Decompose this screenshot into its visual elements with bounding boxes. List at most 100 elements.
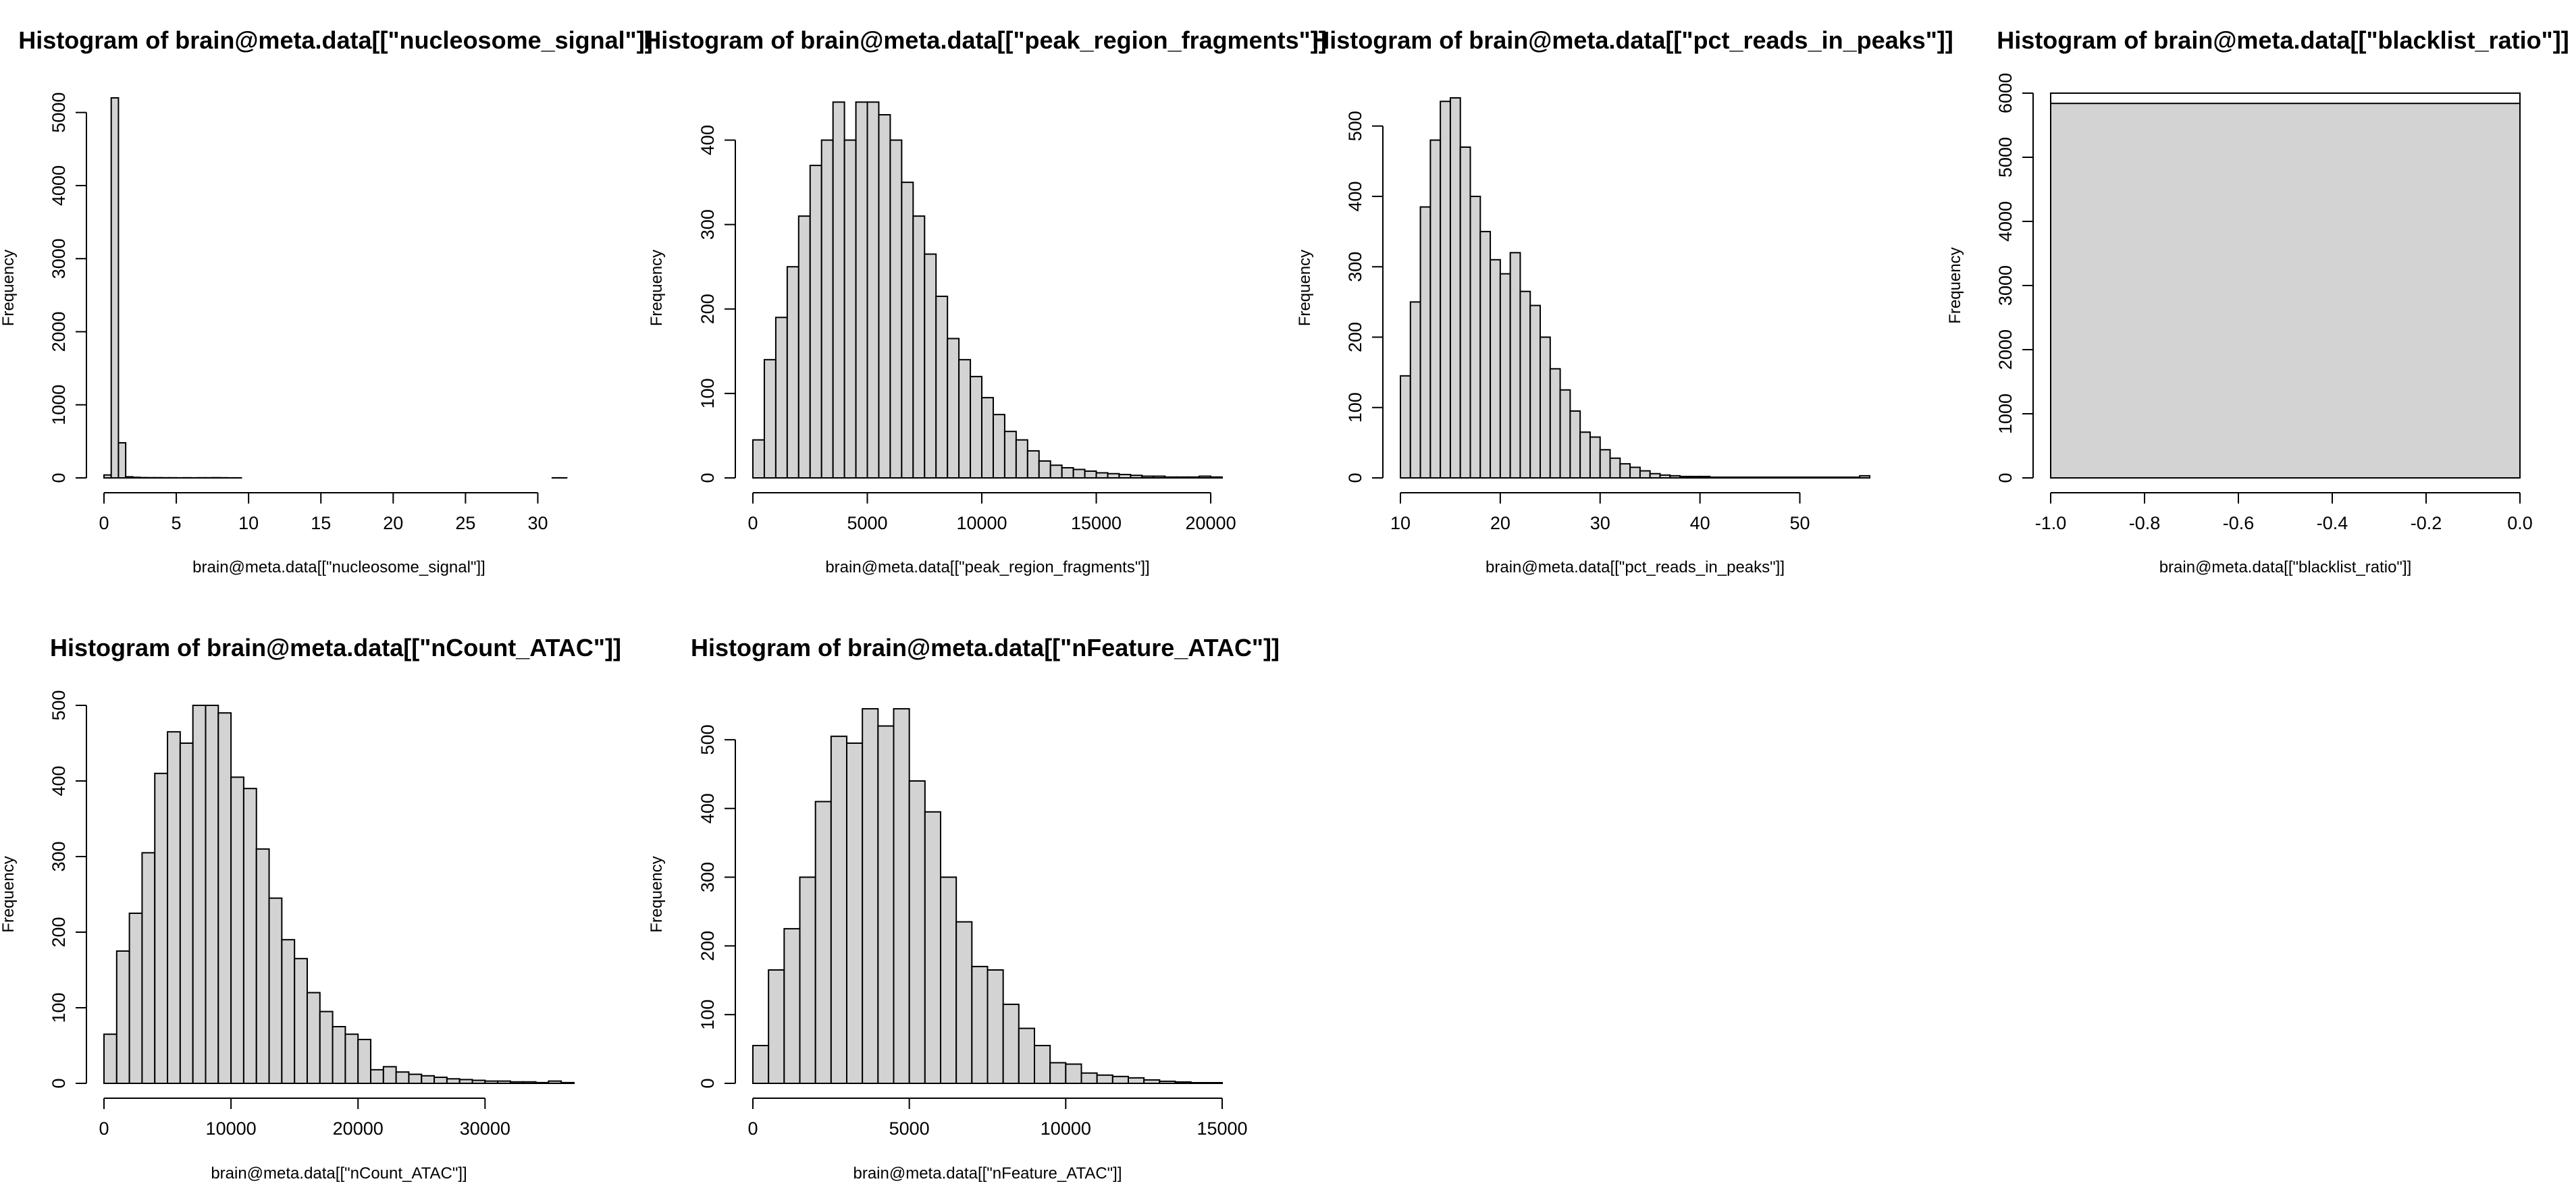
histogram-bar xyxy=(408,1073,423,1085)
y-tick-label: 0 xyxy=(49,472,69,483)
histogram-bar xyxy=(548,1080,562,1085)
x-axis-label: brain@meta.data[["peak_region_fragments"… xyxy=(825,558,1149,576)
histogram-bar xyxy=(1699,475,1711,479)
histogram-bar xyxy=(1549,368,1561,479)
histogram-bar xyxy=(1141,475,1155,479)
panel-title: Histogram of brain@meta.data[["nCount_AT… xyxy=(50,634,621,661)
histogram-bar xyxy=(205,705,219,1084)
histogram-bar xyxy=(154,772,169,1085)
y-tick-label: 0 xyxy=(49,1078,69,1088)
histogram-bar xyxy=(1018,1027,1036,1084)
histogram-bar xyxy=(947,337,960,479)
x-axis-label: brain@meta.data[["blacklist_ratio"]] xyxy=(2159,558,2412,576)
histogram-bar xyxy=(1187,476,1201,479)
histogram-bar xyxy=(1049,464,1063,479)
y-tick-label: 5000 xyxy=(1995,137,2016,178)
histogram-bar xyxy=(1619,463,1631,479)
histogram-bar xyxy=(167,731,181,1084)
x-axis-label: brain@meta.data[["nFeature_ATAC"]] xyxy=(853,1164,1122,1183)
histogram-panel: Histogram of brain@meta.data[["blacklist… xyxy=(1946,26,2569,576)
histogram-bar xyxy=(971,965,989,1084)
histogram-bar xyxy=(970,375,983,479)
histogram-bar xyxy=(509,1081,524,1085)
y-tick-label: 0 xyxy=(1345,472,1365,483)
histogram-bar xyxy=(846,742,864,1084)
histogram-bar xyxy=(294,958,308,1084)
histogram-bar xyxy=(1540,336,1551,479)
histogram-bar xyxy=(319,1010,334,1084)
histogram-bar xyxy=(132,477,141,479)
panel-title: Histogram of brain@meta.data[["peak_regi… xyxy=(643,26,1326,54)
histogram-bar xyxy=(908,780,926,1084)
y-tick-label: 100 xyxy=(698,378,718,408)
histogram-bar xyxy=(1159,1080,1176,1084)
histogram-bar xyxy=(866,101,880,479)
histogram-bar xyxy=(2050,103,2521,479)
histogram-bar xyxy=(1659,474,1671,479)
histogram-bar xyxy=(117,442,127,479)
panel-title: Histogram of brain@meta.data[["pct_reads… xyxy=(1312,26,1953,54)
y-tick-label: 2000 xyxy=(49,311,69,352)
histogram-bar xyxy=(752,439,765,479)
panel-title: Histogram of brain@meta.data[["nFeature_… xyxy=(691,634,1280,661)
histogram-bar xyxy=(1015,439,1028,479)
histogram-panel: Histogram of brain@meta.data[["pct_reads… xyxy=(1296,26,1953,576)
histogram-bar xyxy=(370,1069,384,1084)
histogram-bar xyxy=(1034,1045,1051,1084)
histogram-bar xyxy=(1479,231,1492,479)
x-tick-label: 10 xyxy=(238,513,259,533)
histogram-bar xyxy=(1849,476,1861,479)
y-axis-label: Frequency xyxy=(0,856,18,932)
histogram-bar xyxy=(421,1075,436,1085)
histogram-bar xyxy=(1689,475,1701,479)
histogram-bar xyxy=(1769,476,1781,479)
histogram-bar xyxy=(497,1080,511,1085)
histogram-bar xyxy=(395,1071,410,1084)
y-tick-label: 0 xyxy=(698,1078,718,1088)
histogram-bar xyxy=(1559,389,1571,479)
histogram-panel: Histogram of brain@meta.data[["peak_regi… xyxy=(643,26,1326,576)
histogram-bar xyxy=(128,913,143,1084)
histogram-bar xyxy=(357,1039,372,1085)
histogram-bar xyxy=(458,1079,473,1085)
x-tick-label: -0.6 xyxy=(2223,513,2255,533)
histogram-bar xyxy=(1779,476,1791,479)
histogram-bar xyxy=(1529,304,1542,479)
y-tick-label: 3000 xyxy=(1995,265,2016,306)
x-tick-label: 20 xyxy=(1490,513,1510,533)
histogram-bar xyxy=(924,253,937,479)
histogram-panel: Histogram of brain@meta.data[["nCount_AT… xyxy=(0,634,621,1183)
histogram-bar xyxy=(1639,470,1651,479)
x-tick-label: 50 xyxy=(1789,513,1810,533)
histogram-bar xyxy=(774,317,788,479)
histogram-bar xyxy=(192,705,207,1084)
y-axis-label: Frequency xyxy=(648,856,666,932)
histogram-bar xyxy=(1440,101,1451,479)
y-tick-label: 0 xyxy=(1995,472,2016,483)
x-tick-label: 40 xyxy=(1690,513,1710,533)
y-tick-label: 200 xyxy=(49,917,69,947)
y-tick-label: 400 xyxy=(698,793,718,823)
histogram-bar xyxy=(1809,476,1821,479)
x-tick-label: 20000 xyxy=(333,1118,384,1139)
y-tick-label: 200 xyxy=(698,931,718,961)
histogram-bar xyxy=(1449,97,1461,479)
y-tick-label: 1000 xyxy=(1995,394,2016,434)
histogram-bar xyxy=(1080,1072,1098,1085)
histogram-bar xyxy=(1419,206,1431,479)
histogram-bar xyxy=(955,921,973,1085)
histogram-bar xyxy=(344,1033,359,1084)
histogram-bar xyxy=(1829,476,1841,479)
histogram-bar xyxy=(332,1026,346,1084)
y-tick-label: 4000 xyxy=(49,165,69,206)
histogram-bar xyxy=(877,725,895,1084)
y-tick-label: 500 xyxy=(698,724,718,755)
histogram-panel: Histogram of brain@meta.data[["nFeature_… xyxy=(648,634,1280,1183)
y-tick-label: 300 xyxy=(1345,252,1365,282)
histogram-bar xyxy=(1519,290,1531,479)
y-tick-label: 6000 xyxy=(1995,73,2016,113)
histogram-bar xyxy=(981,397,994,479)
histogram-bar xyxy=(1859,475,1870,479)
histogram-bar xyxy=(103,1033,117,1084)
